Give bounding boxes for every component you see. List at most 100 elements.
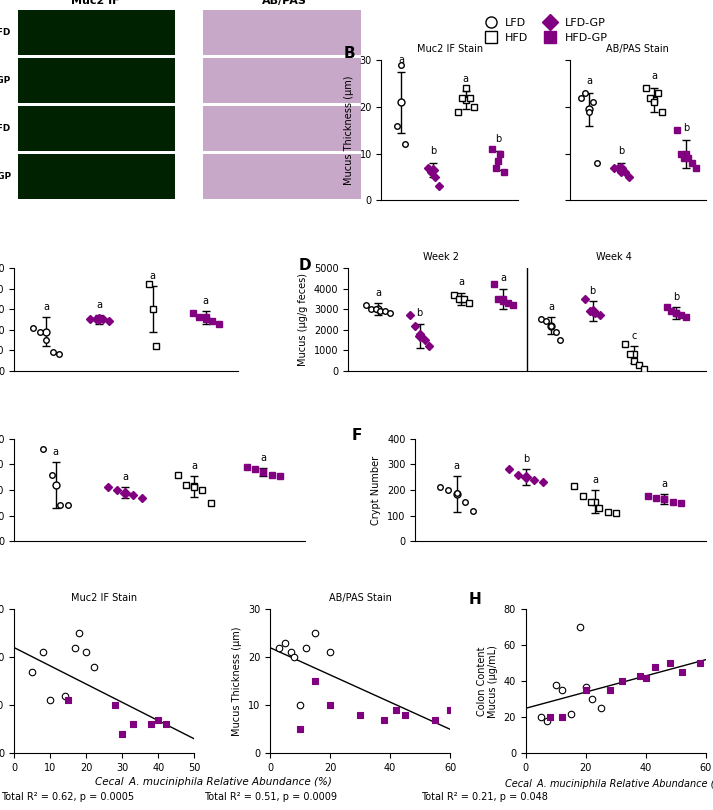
Text: b: b [683, 122, 689, 133]
Text: LFD-GP: LFD-GP [0, 75, 11, 84]
Bar [18, 58, 175, 103]
Point [300, 642, 312, 654]
Text: b: b [496, 134, 501, 144]
Point [429, 713, 441, 726]
Point [574, 620, 585, 633]
Bar [18, 106, 175, 151]
Point [444, 704, 456, 717]
Text: a: a [651, 71, 657, 81]
Point [288, 650, 299, 663]
Point [37, 646, 48, 659]
Point [399, 709, 411, 722]
Text: b: b [430, 146, 436, 156]
Text: a: a [150, 271, 155, 281]
Text: a: a [122, 472, 128, 482]
Bar [18, 154, 175, 199]
Point [541, 714, 553, 727]
Text: Week 4: Week 4 [595, 252, 632, 262]
Text: c: c [632, 331, 637, 341]
Point [676, 666, 687, 679]
Point [391, 704, 402, 717]
Text: a: a [458, 278, 464, 288]
Text: a: a [260, 453, 267, 463]
Text: Muc2 IF: Muc2 IF [71, 0, 119, 6]
Point [649, 660, 660, 673]
Point [294, 723, 306, 735]
Text: a: a [398, 55, 404, 65]
Y-axis label: Mucus Thickness (μm): Mucus Thickness (μm) [344, 75, 354, 185]
Point [70, 642, 81, 654]
Legend: LFD, HFD, LFD-GP, HFD-GP: LFD, HFD, LFD-GP, HFD-GP [479, 18, 608, 43]
Point [294, 699, 306, 712]
Title: AB/PAS Stain: AB/PAS Stain [329, 593, 391, 603]
Text: b: b [618, 146, 625, 156]
Point [694, 657, 706, 670]
Text: Total R² = 0.62, p = 0.0005: Total R² = 0.62, p = 0.0005 [1, 792, 134, 802]
Point [309, 627, 321, 640]
Text: b: b [523, 454, 529, 464]
Title: AB/PAS Stain: AB/PAS Stain [606, 44, 670, 54]
Text: LFD: LFD [0, 28, 11, 36]
Text: a: a [53, 446, 58, 457]
Point [279, 637, 291, 650]
Text: b: b [673, 292, 679, 302]
Y-axis label: Crypt Number: Crypt Number [371, 455, 381, 525]
Text: a: a [593, 475, 598, 485]
Point [580, 684, 592, 697]
Point [88, 660, 99, 673]
Text: HFD-GP: HFD-GP [0, 172, 11, 181]
Point [285, 646, 297, 659]
Point [63, 694, 74, 707]
Text: a: a [463, 74, 469, 83]
Text: a: a [375, 288, 381, 298]
Text: Cecal  ​A. muciniphila​ Relative Abundance (%): Cecal ​A. muciniphila​ Relative Abundanc… [96, 778, 332, 787]
Point [145, 718, 157, 731]
Text: b: b [416, 309, 423, 318]
Text: AB/PAS: AB/PAS [262, 0, 307, 6]
Point [580, 680, 592, 693]
Text: a: a [662, 479, 667, 488]
Point [324, 699, 336, 712]
Title: Muc2 IF Stain: Muc2 IF Stain [416, 44, 483, 54]
Point [324, 646, 336, 659]
Y-axis label: Colon Content
Mucus (μg/mL): Colon Content Mucus (μg/mL) [476, 645, 498, 718]
Text: F: F [352, 428, 361, 443]
Point [604, 684, 615, 697]
Text: a: a [96, 301, 103, 310]
Bar [203, 10, 361, 55]
Point [354, 709, 366, 722]
Point [160, 718, 171, 731]
Point [153, 713, 164, 726]
Point [379, 713, 390, 726]
Point [117, 727, 128, 740]
Point [45, 694, 56, 707]
Bar [203, 154, 361, 199]
Text: Total R² = 0.21, p = 0.048: Total R² = 0.21, p = 0.048 [421, 792, 548, 802]
Text: a: a [501, 273, 506, 284]
Text: Week 2: Week 2 [423, 252, 458, 262]
Point [550, 679, 561, 692]
Text: a: a [203, 296, 209, 306]
Point [544, 711, 555, 724]
Point [595, 701, 607, 714]
Text: b: b [590, 286, 596, 296]
X-axis label: Cecal  A. muciniphila Relative Abundance (%): Cecal A. muciniphila Relative Abundance … [505, 778, 713, 789]
Point [616, 675, 627, 688]
Point [556, 711, 568, 724]
Text: D: D [298, 258, 311, 273]
Y-axis label: Mucus (μg/g feces): Mucus (μg/g feces) [298, 273, 308, 366]
Text: a: a [43, 302, 49, 312]
Point [556, 684, 568, 697]
Text: a: a [548, 302, 554, 312]
Point [309, 675, 321, 688]
Text: a: a [453, 461, 460, 471]
Text: H: H [468, 592, 481, 607]
Point [586, 693, 597, 706]
Point [81, 646, 92, 659]
Bar [203, 58, 361, 103]
Point [565, 707, 577, 720]
Text: a: a [586, 76, 592, 86]
Bar [18, 10, 175, 55]
Point [128, 718, 139, 731]
Point [664, 657, 675, 670]
